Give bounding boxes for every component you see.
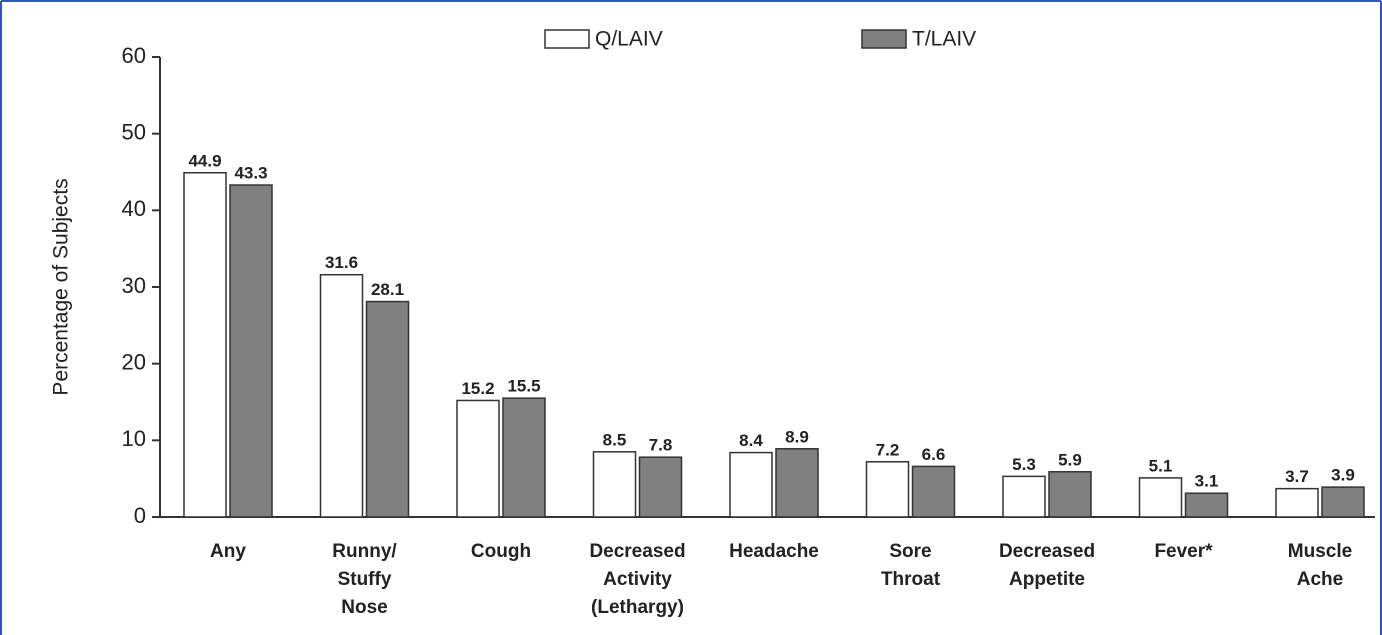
value-label: 7.2 xyxy=(876,440,900,459)
bar xyxy=(365,300,410,518)
legend-swatch xyxy=(861,29,907,49)
value-label: 43.3 xyxy=(234,164,267,183)
value-label: 5.3 xyxy=(1012,455,1036,474)
x-tick-label: Decreased Appetite xyxy=(999,541,1095,590)
bar xyxy=(729,451,773,518)
y-tick-label: 20 xyxy=(122,349,146,374)
value-label: 7.8 xyxy=(649,436,673,455)
x-tick-label: Runny/Stuffy Nose xyxy=(332,541,397,618)
y-tick-label: 0 xyxy=(134,503,146,528)
value-label: 15.2 xyxy=(461,379,494,398)
value-label: 15.5 xyxy=(507,377,540,396)
bar xyxy=(638,456,683,518)
value-label: 31.6 xyxy=(325,253,358,272)
value-label: 3.9 xyxy=(1331,466,1355,485)
value-label: 5.9 xyxy=(1058,450,1082,469)
legend-swatch xyxy=(544,29,590,49)
x-tick-label: Headache xyxy=(729,541,819,562)
value-label: 44.9 xyxy=(188,151,221,170)
bar xyxy=(1184,492,1229,518)
value-label: 6.6 xyxy=(922,445,946,464)
x-tick-label: Fever* xyxy=(1154,541,1213,562)
y-tick-label: 50 xyxy=(122,119,146,144)
y-tick-label: 30 xyxy=(122,273,146,298)
bar xyxy=(319,273,364,518)
bar xyxy=(1275,487,1319,518)
y-tick-label: 10 xyxy=(122,426,146,451)
value-label: 3.1 xyxy=(1195,472,1219,491)
x-tick-label: Decreased Activity (Lethargy) xyxy=(589,541,685,618)
bar xyxy=(1138,477,1183,518)
bar xyxy=(775,448,819,518)
value-label: 5.1 xyxy=(1149,456,1173,475)
value-label: 3.7 xyxy=(1285,467,1309,486)
x-tick-label: Any xyxy=(210,541,246,562)
legend-label: Q/LAIV xyxy=(595,28,663,51)
value-label: 8.4 xyxy=(739,431,763,450)
value-label: 8.9 xyxy=(785,427,809,446)
bar xyxy=(1002,475,1046,518)
y-axis-label: Percentage of Subjects xyxy=(50,178,73,395)
y-tick-label: 40 xyxy=(122,196,146,221)
x-tick-label: Sore Throat xyxy=(881,541,941,590)
bar xyxy=(229,184,273,518)
bar xyxy=(502,397,546,518)
bar xyxy=(1321,486,1365,518)
x-tick-label: Cough xyxy=(471,541,531,562)
bar xyxy=(592,451,637,518)
bar xyxy=(183,172,227,518)
bar xyxy=(1048,471,1092,518)
bar xyxy=(456,399,500,518)
bar xyxy=(865,461,910,518)
x-tick-label: Muscle Ache xyxy=(1288,541,1352,590)
bar xyxy=(911,465,956,518)
value-label: 8.5 xyxy=(603,430,627,449)
value-label: 28.1 xyxy=(371,280,404,299)
legend-label: T/LAIV xyxy=(912,28,976,51)
y-tick-label: 60 xyxy=(122,43,146,68)
